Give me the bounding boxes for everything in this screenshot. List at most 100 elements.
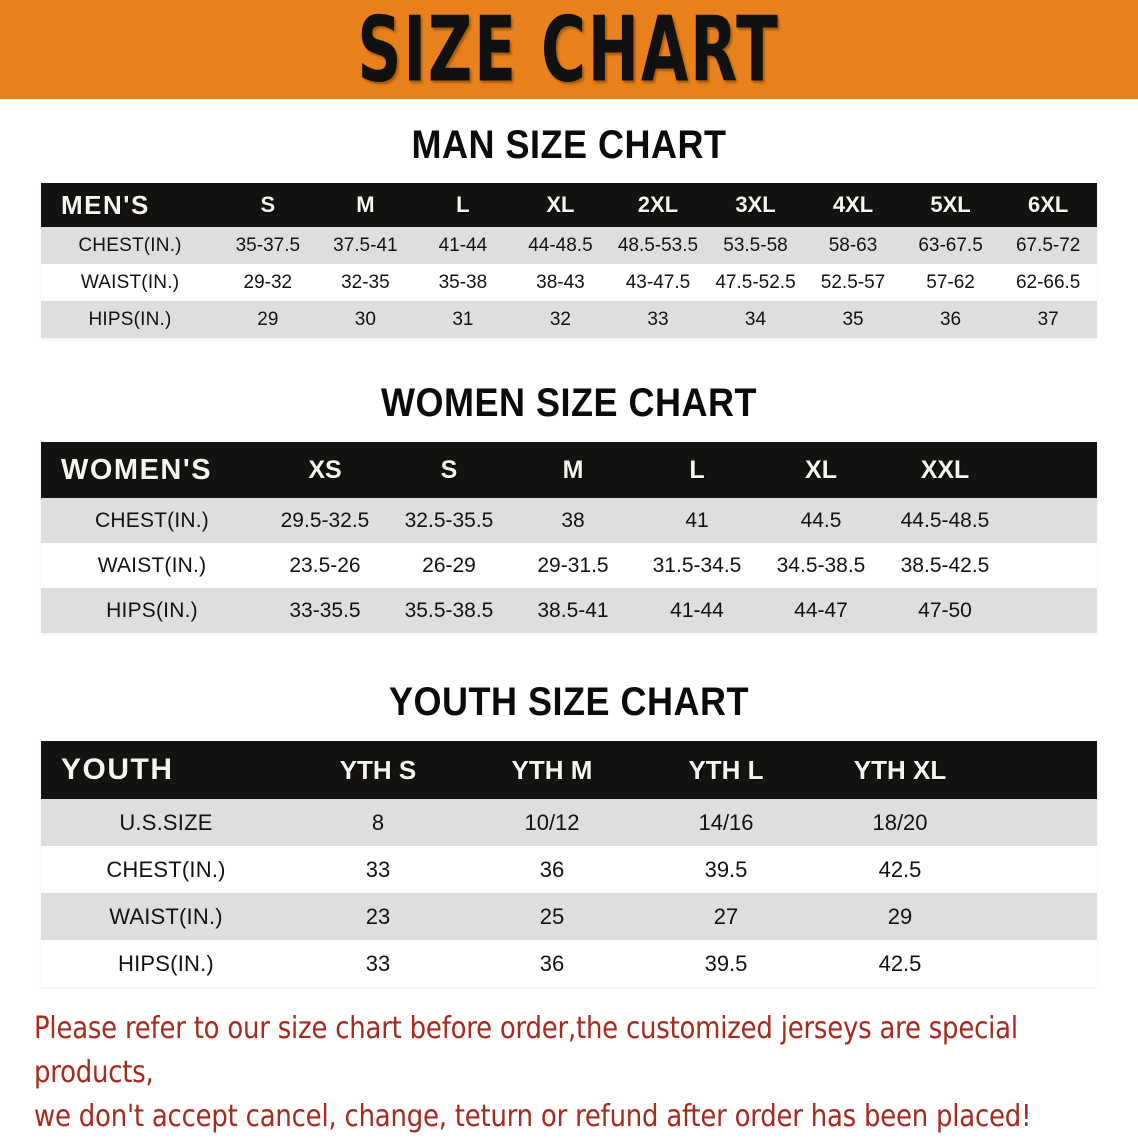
youth-section-title: YOUTH SIZE CHART [388,678,749,724]
men-cell: 41-44 [414,227,512,264]
women-cell-empty [1007,588,1097,633]
men-cell: 35-37.5 [219,227,317,264]
men-corner-label: MEN'S [41,183,220,227]
table-row: HIPS(IN.) 29 30 31 32 33 34 35 36 37 [41,301,1097,338]
women-cell: 35.5-38.5 [387,588,511,633]
youth-cell-empty [987,846,1097,893]
women-corner-label: WOMEN'S [41,442,263,498]
men-cell: 36 [901,301,1000,338]
women-cell-empty [1007,498,1097,543]
table-row: HIPS(IN.) 33 36 39.5 42.5 [41,940,1097,987]
youth-column-header-empty [987,741,1097,799]
youth-cell: 27 [639,893,813,940]
youth-cell: 18/20 [813,799,987,846]
women-cell: 31.5-34.5 [635,543,759,588]
youth-cell: 42.5 [813,846,987,893]
youth-cell: 8 [291,799,465,846]
men-cell: 67.5-72 [999,227,1097,264]
men-cell: 48.5-53.5 [609,227,707,264]
women-cell: 44-47 [759,588,883,633]
men-cell: 44-48.5 [511,227,610,264]
youth-cell: 39.5 [639,940,813,987]
youth-column-header: YTH M [465,741,639,799]
women-row-label: WAIST(IN.) [41,543,263,588]
men-cell: 53.5-58 [706,227,805,264]
women-cell: 38.5-41 [511,588,635,633]
men-cell: 35 [804,301,902,338]
youth-cell: 14/16 [639,799,813,846]
men-cell: 47.5-52.5 [706,264,805,301]
men-cell: 57-62 [901,264,1000,301]
women-cell: 23.5-26 [263,543,387,588]
men-cell: 34 [706,301,805,338]
youth-row-label: U.S.SIZE [41,799,291,846]
youth-cell: 42.5 [813,940,987,987]
men-cell: 37.5-41 [316,227,415,264]
men-column-header: 6XL [999,183,1097,227]
men-cell: 31 [414,301,512,338]
table-row: WAIST(IN.) 23 25 27 29 [41,893,1097,940]
men-header-row: MEN'S S M L XL 2XL 3XL 4XL 5XL 6XL [41,183,1097,227]
youth-cell: 23 [291,893,465,940]
table-row: WAIST(IN.) 23.5-26 26-29 29-31.5 31.5-34… [41,543,1097,588]
men-cell: 29 [219,301,317,338]
men-cell: 29-32 [219,264,317,301]
youth-cell: 29 [813,893,987,940]
youth-cell: 10/12 [465,799,639,846]
youth-cell: 36 [465,940,639,987]
men-row-label: WAIST(IN.) [41,264,220,301]
men-column-header: 4XL [804,183,902,227]
women-cell: 41 [635,498,759,543]
men-cell: 63-67.5 [901,227,1000,264]
table-row: CHEST(IN.) 35-37.5 37.5-41 41-44 44-48.5… [41,227,1097,264]
women-section-title: WOMEN SIZE CHART [381,379,757,425]
page-title: SIZE CHART [357,0,781,102]
men-cell: 62-66.5 [999,264,1097,301]
disclaimer-text: Please refer to our size chart before or… [34,1007,1061,1138]
men-cell: 52.5-57 [804,264,902,301]
men-cell: 38-43 [511,264,610,301]
youth-corner-label: YOUTH [41,741,291,799]
women-cell: 33-35.5 [263,588,387,633]
youth-cell-empty [987,799,1097,846]
women-column-header: XXL [883,442,1007,498]
youth-cell: 36 [465,846,639,893]
men-row-label: HIPS(IN.) [41,301,220,338]
women-cell-empty [1007,543,1097,588]
men-cell: 33 [609,301,707,338]
women-size-table: WOMEN'S XS S M L XL XXL CHEST(IN.) 29.5-… [41,442,1097,633]
youth-cell-empty [987,893,1097,940]
women-column-header: L [635,442,759,498]
men-cell: 35-38 [414,264,512,301]
youth-cell-empty [987,940,1097,987]
men-cell: 43-47.5 [609,264,707,301]
youth-cell: 33 [291,846,465,893]
women-row-label: CHEST(IN.) [41,498,263,543]
women-column-header: S [387,442,511,498]
women-cell: 29.5-32.5 [263,498,387,543]
men-column-header: M [316,183,415,227]
youth-cell: 39.5 [639,846,813,893]
women-column-header: XS [263,442,387,498]
disclaimer-line-2: we don't accept cancel, change, teturn o… [34,1098,1032,1134]
man-section-title: MAN SIZE CHART [411,121,727,167]
men-column-header: XL [511,183,610,227]
women-cell: 38.5-42.5 [883,543,1007,588]
table-row: HIPS(IN.) 33-35.5 35.5-38.5 38.5-41 41-4… [41,588,1097,633]
men-column-header: S [219,183,317,227]
youth-size-table: YOUTH YTH S YTH M YTH L YTH XL U.S.SIZE … [41,741,1097,987]
youth-cell: 25 [465,893,639,940]
men-cell: 37 [999,301,1097,338]
youth-cell: 33 [291,940,465,987]
women-cell: 38 [511,498,635,543]
men-cell: 58-63 [804,227,902,264]
women-header-row: WOMEN'S XS S M L XL XXL [41,442,1097,498]
table-row: U.S.SIZE 8 10/12 14/16 18/20 [41,799,1097,846]
women-row-label: HIPS(IN.) [41,588,263,633]
youth-column-header: YTH S [291,741,465,799]
youth-column-header: YTH XL [813,741,987,799]
men-column-header: 2XL [609,183,707,227]
men-column-header: 3XL [706,183,805,227]
women-cell: 41-44 [635,588,759,633]
women-cell: 32.5-35.5 [387,498,511,543]
